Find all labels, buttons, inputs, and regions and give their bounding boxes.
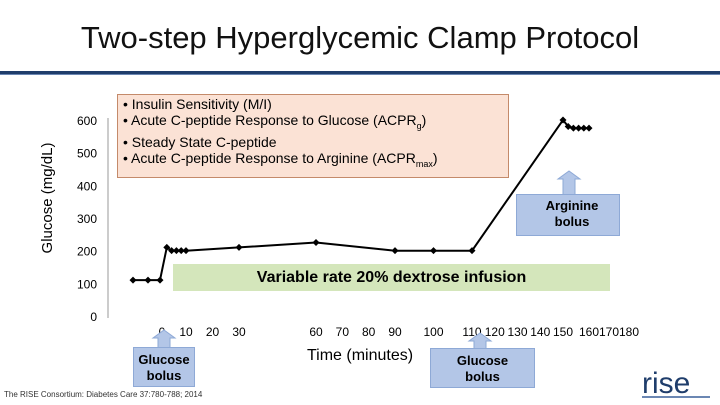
info-line-acpr-max: • Acute C-peptide Response to Arginine (… [123, 149, 438, 169]
data-point [585, 124, 593, 132]
x-tick-label: 80 [362, 325, 376, 339]
y-tick-label: 200 [77, 245, 97, 259]
x-tick-label: 120 [485, 325, 505, 339]
x-tick-label: 70 [336, 325, 350, 339]
data-point [575, 124, 583, 132]
x-tick-label: 100 [423, 325, 443, 339]
glucose-bolus-callout-1: Glucose bolus [133, 347, 195, 387]
x-tick-label: 30 [232, 325, 246, 339]
y-tick-label: 300 [77, 212, 97, 226]
data-point [172, 247, 180, 255]
arginine-bolus-callout: Arginine bolus [516, 194, 620, 236]
glucose-bolus-callout-2: Glucose bolus [430, 348, 535, 388]
title-rule-thin [0, 74, 720, 75]
data-point [391, 247, 399, 255]
x-tick-label: 180 [619, 325, 639, 339]
y-tick-label: 100 [77, 277, 97, 291]
glucose-bolus-arrow-2 [467, 332, 493, 350]
data-point [564, 123, 572, 131]
x-tick-label: 20 [206, 325, 220, 339]
x-axis-label: Time (minutes) [307, 347, 413, 364]
x-tick-label: 170 [599, 325, 619, 339]
arginine-bolus-label: Arginine bolus [545, 198, 599, 229]
data-point [163, 243, 171, 251]
measurements-info-box: • Insulin Sensitivity (M/I) • Acute C-pe… [117, 94, 509, 178]
rise-logo: rise [642, 367, 710, 400]
y-tick-label: 400 [77, 179, 97, 193]
data-point [468, 247, 476, 255]
x-tick-label: 160 [579, 325, 599, 339]
dextrose-infusion-band: Variable rate 20% dextrose infusion [173, 264, 610, 291]
x-tick-label: 60 [309, 325, 323, 339]
info-line-acpr-g: • Acute C-peptide Response to Glucose (A… [123, 112, 427, 131]
arginine-bolus-arrow [556, 170, 582, 196]
y-axis-label: Glucose (mg/dL) [39, 143, 56, 254]
info-line-steady-state: • Steady State C-peptide [123, 133, 277, 150]
y-tick-labels: 0 100 200 300 400 500 600 [77, 114, 97, 324]
title-rule [0, 71, 720, 74]
glucose-series [129, 116, 593, 350]
glucose-bolus-arrow-1 [151, 329, 177, 349]
data-point [177, 247, 185, 255]
y-tick-label: 600 [77, 114, 97, 128]
svg-text:rise: rise [642, 367, 690, 400]
y-tick-label: 0 [90, 310, 97, 324]
info-line-insulin-sensitivity: • Insulin Sensitivity (M/I) [123, 96, 272, 112]
x-tick-label: 10 [179, 325, 193, 339]
glucose-bolus-label-1: Glucose bolus [138, 352, 190, 383]
data-point [235, 243, 243, 251]
x-tick-label: 90 [388, 325, 402, 339]
data-point [168, 247, 176, 255]
data-point [144, 276, 152, 284]
data-point [569, 124, 577, 132]
x-tick-labels: 0102030607080901001101201301401501601701… [159, 325, 640, 339]
data-point [580, 124, 588, 132]
data-point [156, 276, 164, 284]
data-point [559, 116, 567, 124]
x-tick-label: 140 [530, 325, 550, 339]
data-point [129, 276, 137, 284]
page-title: Two-step Hyperglycemic Clamp Protocol [80, 20, 640, 55]
glucose-bolus-label-2: Glucose bolus [456, 353, 509, 384]
x-tick-label: 150 [553, 325, 573, 339]
data-point [312, 239, 320, 246]
citation: The RISE Consortium: Diabetes Care 37:78… [4, 390, 203, 399]
y-tick-label: 500 [77, 147, 97, 161]
data-point [182, 247, 190, 255]
data-point [430, 247, 437, 255]
x-tick-label: 130 [507, 325, 527, 339]
